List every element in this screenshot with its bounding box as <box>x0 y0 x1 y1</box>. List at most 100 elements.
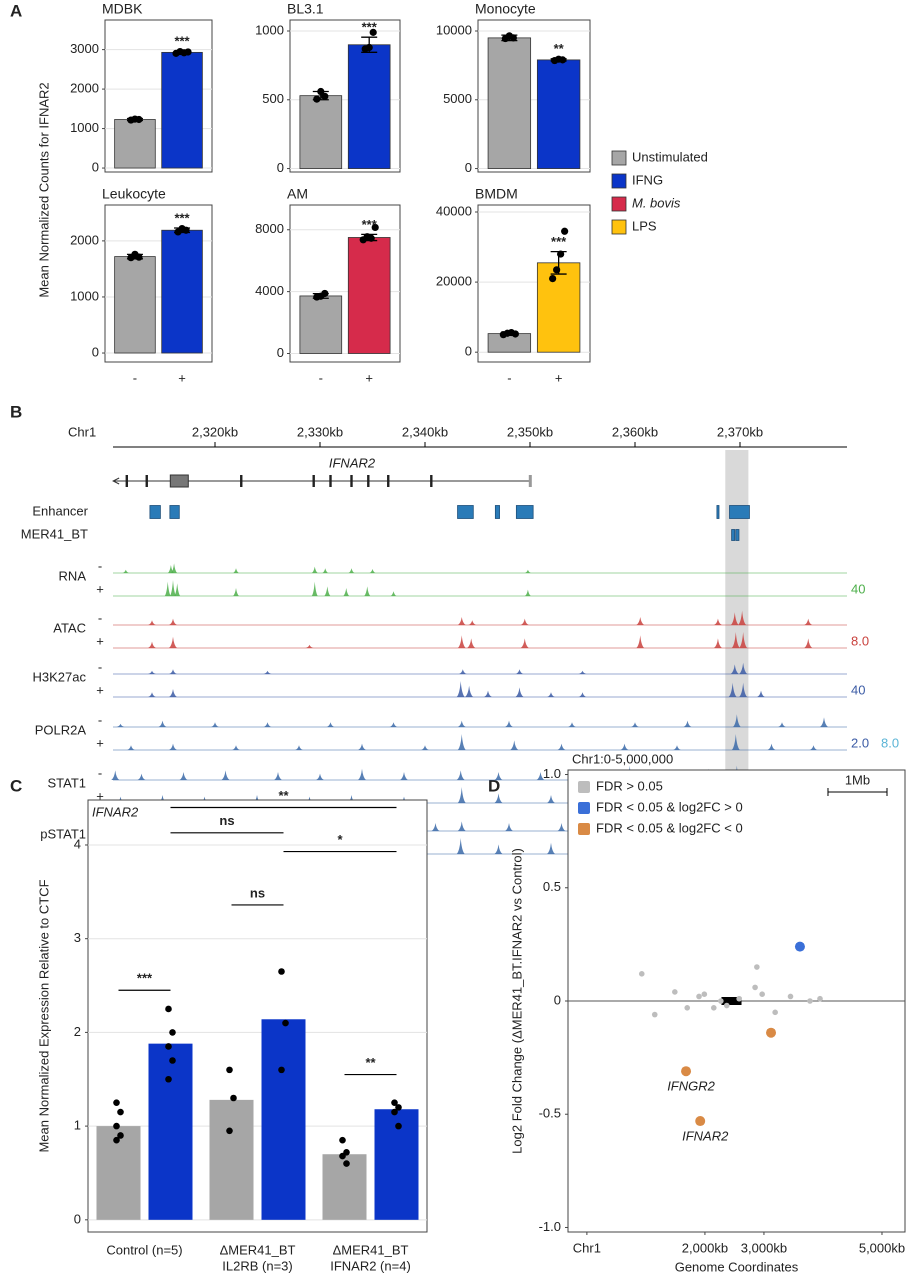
legend-label: M. bovis <box>632 195 681 210</box>
y-tick-label: 1 <box>74 1118 81 1133</box>
data-point <box>817 995 823 1002</box>
legend-swatch <box>611 196 627 212</box>
significance: ns <box>219 813 234 828</box>
condition-label: + <box>96 682 104 697</box>
signal-peak <box>568 722 576 727</box>
y-tick-label: 40000 <box>436 203 472 218</box>
exon <box>387 475 390 487</box>
y-tick-label: -0.5 <box>539 1106 561 1121</box>
data-point <box>365 43 373 52</box>
condition-label: - <box>98 610 102 625</box>
data-point <box>696 993 702 1000</box>
signal-peak <box>494 844 503 854</box>
bar <box>161 51 203 169</box>
legend-label: Unstimulated <box>632 149 708 164</box>
signal-peak <box>731 734 740 750</box>
signal-peak <box>358 768 366 780</box>
data-point <box>787 993 794 1000</box>
track-label: STAT1 <box>47 775 86 790</box>
bar <box>487 333 532 353</box>
condition-label: + <box>96 788 104 803</box>
signal-peak <box>400 772 408 780</box>
panel-letter: C <box>10 776 22 795</box>
y-tick-label: 2000 <box>70 232 99 247</box>
track-scale: 2.0 <box>851 735 869 750</box>
data-point <box>113 1122 120 1130</box>
y-tick-label: 1000 <box>70 288 99 303</box>
data-point <box>369 28 377 36</box>
signal-peak <box>179 772 188 780</box>
signal-peak <box>233 568 239 573</box>
y-tick-label: 5000 <box>443 91 472 106</box>
data-point <box>165 1043 172 1050</box>
data-point <box>723 1002 730 1009</box>
bar <box>161 229 203 354</box>
signal-peak <box>122 569 129 573</box>
signal-peak <box>820 717 828 727</box>
data-point <box>651 1011 658 1018</box>
significance: ** <box>554 41 565 56</box>
condition-label: - <box>98 712 102 727</box>
significance: *** <box>174 210 190 225</box>
y-tick-label: 0 <box>465 160 472 175</box>
bar <box>209 1099 254 1220</box>
signal-peak <box>456 770 465 780</box>
chart-title: BL3.1 <box>287 1 324 17</box>
signal-peak <box>631 722 639 727</box>
signal-peak <box>457 720 466 727</box>
signal-peak <box>148 670 156 674</box>
condition-label: - <box>98 558 102 573</box>
y-axis-label: Log2 Fold Change (ΔMER41_BT.IFNAR2 vs Co… <box>509 848 524 1154</box>
x-tick-label: IL2RB (n=3) <box>222 1258 292 1273</box>
exon <box>528 475 532 487</box>
legend-swatch <box>578 802 590 814</box>
signal-peak <box>169 689 177 697</box>
legend-label: FDR > 0.05 <box>596 778 663 793</box>
track-label: pSTAT1 <box>40 826 86 841</box>
y-tick-label: 0 <box>92 344 99 359</box>
legend-swatch <box>611 219 627 235</box>
signal-peak <box>713 638 722 648</box>
bar <box>487 37 532 169</box>
signal-peak <box>468 620 477 625</box>
signal-peak <box>263 722 272 727</box>
y-tick-label: 4 <box>74 836 81 851</box>
data-point <box>759 991 765 998</box>
x-tick-label: IFNAR2 (n=4) <box>330 1258 411 1273</box>
signal-peak <box>148 692 156 697</box>
y-tick-label: 500 <box>262 91 284 106</box>
signal-peak <box>164 581 171 596</box>
y-tick-label: 3 <box>74 930 81 945</box>
data-point <box>343 1160 350 1167</box>
signal-peak <box>274 772 282 780</box>
signal-peak <box>458 669 467 674</box>
significance: ** <box>278 788 289 803</box>
x-tick-label: - <box>133 370 137 385</box>
x-tick-label: 2,320kb <box>192 424 238 439</box>
bar <box>114 256 156 354</box>
signal-peak <box>263 670 272 674</box>
gene-name: IFNAR2 <box>329 455 376 470</box>
data-point <box>736 995 742 1002</box>
data-point <box>321 92 329 100</box>
significance: ** <box>365 1055 376 1070</box>
signal-peak <box>757 690 765 697</box>
signal-peak <box>767 743 776 750</box>
exon <box>367 475 370 487</box>
x-tick-label: - <box>507 370 511 385</box>
scale-bar-label: 1Mb <box>845 772 870 787</box>
signal-peak <box>465 685 474 697</box>
region-block <box>721 997 742 1005</box>
signal-peak <box>431 823 440 831</box>
track-scale: 40 <box>851 682 865 697</box>
signal-peak <box>738 610 747 625</box>
feature-block <box>169 505 180 519</box>
signal-peak <box>804 618 813 625</box>
signal-peak <box>739 632 748 648</box>
data-point <box>135 115 143 124</box>
y-tick-label: 8000 <box>255 221 284 236</box>
data-point <box>117 1132 124 1139</box>
point-label: IFNGR2 <box>667 1079 715 1094</box>
data-point <box>772 1009 778 1016</box>
data-point <box>672 989 678 995</box>
